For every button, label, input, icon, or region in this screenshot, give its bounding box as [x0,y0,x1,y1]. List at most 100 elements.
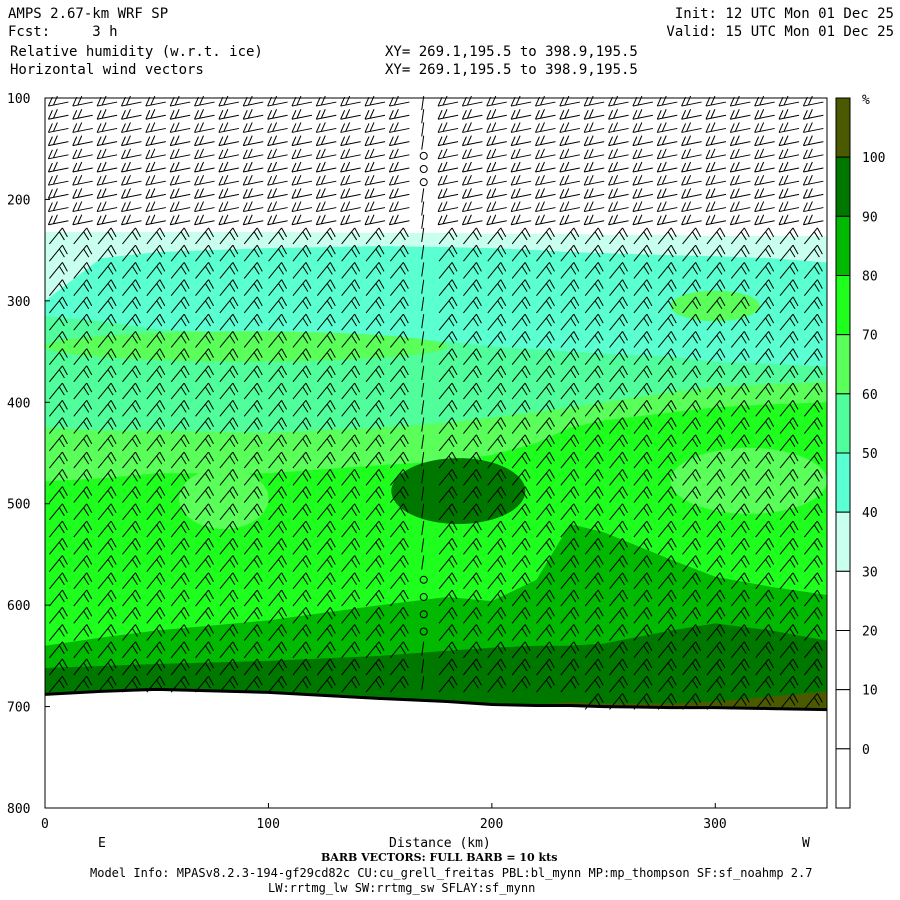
wind-barb [97,227,117,245]
wind-barb [72,174,93,186]
wind-barb-flag [549,589,555,600]
wind-barb-staff [195,641,209,659]
wind-barb-staff [755,693,770,710]
wind-barb-flag [813,645,820,655]
wind-barb-staff [122,675,136,693]
wind-barb [47,201,69,213]
wind-barb-flag [253,645,260,655]
wind-barb-flag [61,451,68,462]
wind-barb [146,434,166,452]
wind-barb [316,486,336,503]
wind-barb [364,188,386,199]
wind-barb-flag [597,262,604,272]
wind-barb-staff [682,417,696,434]
wind-barb-flag [570,300,577,310]
wind-barb [487,537,507,555]
wind-barb [487,348,507,365]
wind-barb-flag [594,231,601,241]
wind-barb-staff [97,207,118,213]
wind-barb-staff [218,207,239,213]
wind-barb [341,624,361,641]
wind-barb-staff [341,486,356,503]
wind-barb-flag [253,559,260,568]
wind-barb-flag [448,576,455,586]
wind-barb-flag [402,520,409,531]
wind-barb-flag [110,486,117,496]
wind-barb-staff [122,555,136,572]
wind-barb-staff [438,244,453,262]
wind-barb-flag [573,313,580,324]
wind-barb-flag [622,313,628,324]
wind-barb-flag [354,658,361,669]
wind-barb [243,589,263,607]
wind-barb-flag [107,611,114,620]
wind-barb-flag [716,697,723,706]
wind-barb [365,555,385,572]
wind-barb-flag [594,679,601,689]
wind-barb-flag [789,335,796,344]
wind-barb-flag [278,576,285,586]
wind-barb-flag [232,572,239,583]
wind-barb-flag [559,202,565,212]
wind-barb-staff [730,520,745,538]
wind-barb-flag [229,524,236,534]
wind-barb-staff [219,262,234,279]
wind-barb-flag [656,215,662,225]
wind-barb-staff [389,451,404,469]
wind-barb-staff [755,572,770,590]
wind-barb-staff [632,127,653,133]
wind-barb-flag [765,524,772,534]
wind-barb [146,313,166,331]
wind-barb [779,400,799,417]
wind-barb-flag [174,174,180,185]
wind-barb-staff [705,141,727,147]
wind-barb [292,486,312,503]
wind-barb-staff [243,114,264,120]
wind-barb-flag [719,607,726,617]
wind-barb [463,262,482,279]
wind-barb-flag [253,335,260,344]
wind-barb-flag [594,593,601,603]
wind-barb-flag [768,607,775,617]
wind-barb-flag [789,593,796,603]
wind-barb-flag [351,404,358,413]
wind-barb-flag [135,365,141,376]
wind-barb [633,417,653,434]
wind-barb [487,606,507,624]
wind-barb-staff [755,520,770,538]
wind-barb-flag [619,645,625,655]
wind-barb [49,469,68,486]
wind-barb-flag [583,162,589,173]
wind-barb [463,469,482,486]
wind-barb-staff [170,503,185,521]
wind-barb-staff [170,262,185,279]
wind-barb-flag [643,438,650,448]
wind-barb [438,331,458,348]
wind-barb-flag [253,438,260,448]
wind-barb-flag [329,624,336,634]
wind-barb [657,486,677,503]
wind-barb-staff [219,520,234,538]
wind-barb-flag [740,524,747,534]
wind-barb [389,503,409,521]
wind-barb-staff [511,658,526,676]
wind-barb-flag [816,503,823,514]
wind-barb-staff [560,227,575,245]
wind-barb [97,279,117,296]
wind-barb-staff [340,141,361,147]
wind-barb [657,658,677,676]
wind-barb-flag [320,109,326,119]
wind-barb-flag [613,201,618,211]
wind-barb-staff [146,486,161,503]
wind-barb-flag [451,382,458,393]
wind-barb-flag [448,455,455,465]
wind-barb-flag [174,135,180,145]
wind-barb-flag [61,658,68,669]
wind-barb-staff [292,503,307,521]
wind-barb-staff [316,555,331,572]
wind-barb-flag [378,641,385,651]
wind-barb-flag [515,161,521,172]
wind-barb [194,188,215,199]
wind-barb-flag [729,110,735,120]
wind-barb-flag [183,365,190,376]
